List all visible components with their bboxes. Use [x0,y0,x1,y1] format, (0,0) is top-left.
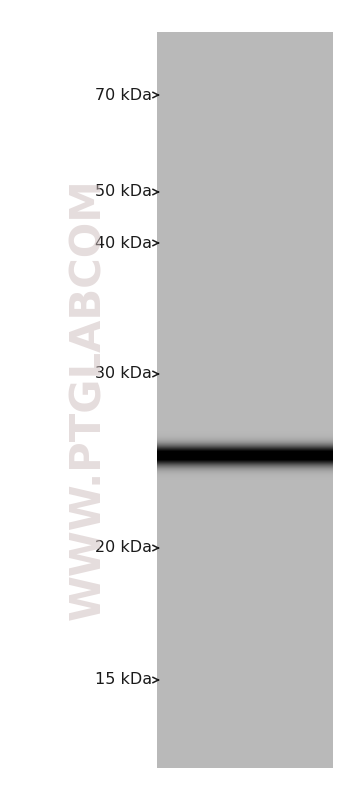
Text: WWW.PTGLABCOM: WWW.PTGLABCOM [67,179,109,620]
Text: 30 kDa: 30 kDa [95,367,152,381]
Text: 15 kDa: 15 kDa [95,673,152,687]
Text: 50 kDa: 50 kDa [95,185,152,200]
Text: 20 kDa: 20 kDa [95,540,152,555]
Text: 40 kDa: 40 kDa [95,236,152,251]
Text: 70 kDa: 70 kDa [95,88,152,102]
